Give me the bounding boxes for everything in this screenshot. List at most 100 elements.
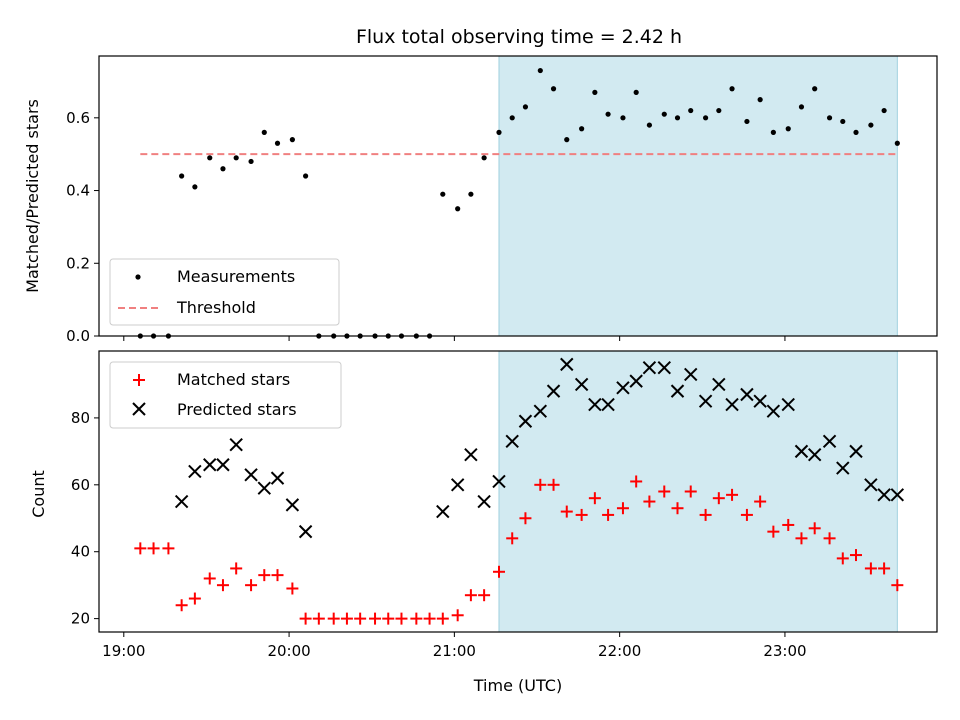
count-panel: 20 40 60 80 19:00 20:00 21:00 22:00 23:00 Count… — [29, 350, 938, 695]
predicted-star-point — [436, 504, 450, 519]
legend-matched-marker — [133, 374, 145, 386]
matched-star-point — [354, 612, 367, 625]
y-tick-label: 60 — [71, 476, 90, 494]
matched-star-point — [630, 475, 643, 488]
predicted-star-point — [257, 481, 271, 495]
predicted-star-point — [601, 397, 615, 412]
matched-star-point — [299, 612, 312, 625]
matched-star-point — [506, 532, 519, 545]
predicted-star-point — [698, 394, 713, 408]
matched-star-point — [534, 478, 547, 491]
matched-star-point — [712, 492, 725, 505]
legend-measurements-label: Measurements — [177, 267, 295, 286]
measurement-point — [220, 166, 226, 172]
measurement-point — [729, 86, 735, 92]
matched-star-point — [258, 569, 271, 582]
matched-star-point — [230, 562, 243, 575]
y-tick-label: 0.4 — [66, 182, 90, 200]
predicted-star-point — [616, 381, 630, 395]
x-tick-label: 21:00 — [433, 642, 476, 660]
measurement-point — [620, 115, 626, 121]
matched-star-point — [878, 562, 891, 575]
matched-star-point — [643, 495, 656, 508]
matched-star-point — [312, 612, 325, 625]
predicted-star-point — [670, 384, 685, 398]
measurement-point — [509, 115, 515, 121]
predicted-star-point — [492, 474, 506, 489]
measurement-point — [661, 111, 667, 117]
y-tick-label: 20 — [71, 610, 90, 628]
matched-star-point — [464, 589, 477, 602]
matched-star-point — [147, 542, 160, 555]
measurement-point — [496, 129, 502, 135]
ratio-y-axis-label: Matched/Predicted stars — [23, 99, 42, 293]
matched-star-point — [327, 612, 340, 625]
matched-star-point — [188, 592, 201, 605]
matched-star-point — [602, 508, 615, 521]
measurement-point — [674, 115, 681, 121]
measurement-point — [894, 140, 900, 146]
predicted-star-point — [629, 374, 643, 388]
count-panel-highlight-span — [498, 350, 898, 633]
measurement-point — [289, 137, 295, 143]
predicted-star-point — [546, 384, 561, 398]
predicted-star-point — [477, 494, 491, 509]
matched-star-point — [850, 549, 863, 562]
measurement-point — [744, 118, 750, 125]
matched-star-point — [795, 532, 808, 545]
matched-star-point — [754, 495, 767, 508]
measurement-point — [633, 89, 639, 95]
matched-star-point — [823, 532, 836, 545]
matched-star-point — [382, 612, 395, 625]
matched-star-point — [478, 589, 491, 602]
predicted-star-point — [203, 458, 217, 472]
matched-star-point — [616, 502, 629, 515]
predicted-star-point — [807, 447, 822, 462]
matched-star-point — [575, 508, 588, 521]
matched-star-point — [671, 502, 684, 515]
measurement-point — [592, 89, 598, 95]
predicted-star-point — [822, 434, 837, 449]
matched-star-point — [162, 542, 175, 555]
measurement-point — [702, 115, 709, 121]
legend-measurement-marker — [135, 274, 141, 280]
matched-star-point — [216, 579, 229, 592]
measurement-point — [261, 129, 267, 135]
predicted-star-point — [712, 377, 726, 392]
legend-threshold-label: Threshold — [176, 298, 256, 317]
measurement-point — [537, 67, 543, 74]
matched-star-point — [836, 552, 849, 565]
predicted-star-point — [298, 524, 313, 539]
matched-star-point — [782, 518, 795, 531]
matched-star-point — [658, 485, 671, 498]
predicted-star-point — [229, 437, 243, 452]
measurement-point — [481, 155, 487, 161]
y-tick-label: 0.6 — [66, 109, 90, 127]
measurement-point — [605, 111, 611, 117]
measurement-point — [440, 191, 446, 197]
measurement-point — [881, 107, 887, 114]
predicted-star-point — [753, 394, 767, 408]
measurement-point — [646, 122, 653, 128]
matched-star-point — [245, 579, 258, 592]
predicted-star-point — [849, 444, 863, 459]
x-tick-label: 19:00 — [102, 642, 145, 660]
predicted-star-point — [174, 494, 189, 509]
predicted-star-point — [464, 447, 478, 462]
y-tick-label: 0.0 — [66, 327, 90, 345]
x-tick-label: 22:00 — [598, 642, 641, 660]
matched-star-point — [369, 612, 382, 625]
ratio-legend-box — [109, 258, 340, 326]
matched-star-point — [134, 542, 147, 555]
measurement-point — [757, 97, 763, 103]
measurement-point — [770, 129, 776, 135]
predicted-star-point — [890, 488, 905, 502]
predicted-star-point — [684, 367, 698, 382]
measurement-point — [468, 191, 474, 197]
matched-star-point — [340, 612, 353, 625]
matched-star-point — [684, 485, 697, 498]
measurement-point — [840, 118, 846, 125]
matched-star-point — [175, 599, 188, 612]
matched-star-point — [271, 569, 284, 582]
matched-star-point — [767, 525, 780, 538]
